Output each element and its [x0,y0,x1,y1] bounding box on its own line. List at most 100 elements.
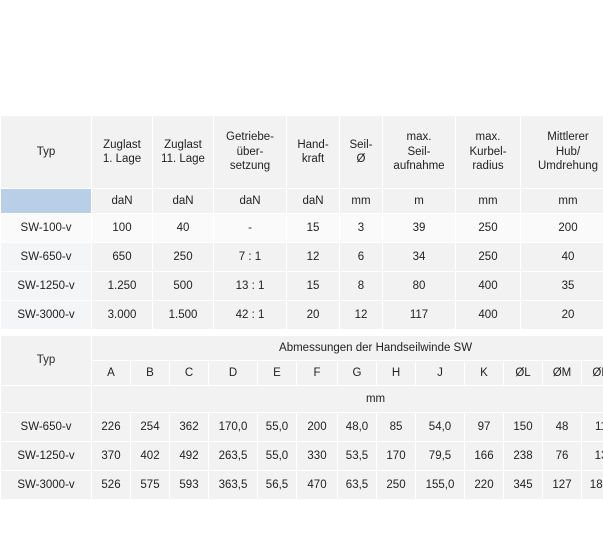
table1-cell-r0-c8: 200 [521,214,603,242]
table2-cell-r0-c6: 200 [297,413,337,441]
table1-cell-r2-c2: 500 [153,272,213,300]
table1-unit-cell-2: daN [153,189,213,213]
table2-cell-r0-c5: 55,0 [258,413,296,441]
table2-column-letter-K: K [465,361,503,385]
table2-unit-mm: mm [92,386,603,412]
table2-units-row: mm [1,386,603,412]
table2-column-letter-J: J [416,361,464,385]
table1-unit-cell-1: daN [92,189,152,213]
table2-title-row: Typ Abmessungen der Handseilwinde SW [1,336,603,385]
table1-unit-cell-6: m [383,189,455,213]
table1-cell-r3-c3: 42 : 1 [214,301,286,329]
table2-cell-r0-c9: 54,0 [416,413,464,441]
table1-unit-cell-0 [1,189,91,213]
table1-cell-r2-c1: 1.250 [92,272,152,300]
table1-cell-r3-c5: 12 [340,301,382,329]
table1-cell-r1-c4: 12 [287,243,339,271]
table2-cell-r1-c11: 238 [504,442,542,470]
table1-body: SW-100-v10040-153392502003SW-650-v650250… [1,214,603,329]
table2-cell-r1-c10: 166 [465,442,503,470]
table2-column-letter-dia-N: ØN [582,361,603,385]
table1-cell-r2-c3: 13 : 1 [214,272,286,300]
table-row: SW-1250-v 370 402 492 263,5 55,0 330 53,5 170 79,… [1,442,603,470]
table2-letters-row: ABCDEFGHJKØLØMØNO [1,361,603,385]
table2-column-letter-A: A [92,361,130,385]
table1-row-type: SW-1250-v [1,272,91,300]
table2-cell-r2-c9: 155,0 [416,471,464,499]
technical-data-table: Typ Zuglast 1. Lage Zuglast 11. Lage Getriebe… [0,115,603,330]
table1-header-cell-3: Getriebe-über-setzung [214,116,286,188]
table2-cell-r2-c12: 127 [543,471,581,499]
table2-cell-r2-c4: 363,5 [209,471,257,499]
table1-header-cell-2: Zuglast 11. Lage [153,116,213,188]
table1-cell-r2-c4: 15 [287,272,339,300]
table2-cell-r1-c5: 55,0 [258,442,296,470]
table1-unit-cell-4: daN [287,189,339,213]
table1-cell-r1-c1: 650 [92,243,152,271]
table1-unit-cell-5: mm [340,189,382,213]
table2-cell-r0-c4: 170,0 [209,413,257,441]
table2-cell-r2-c10: 220 [465,471,503,499]
table1-cell-r0-c2: 40 [153,214,213,242]
table2-column-letter-H: H [377,361,415,385]
table2-column-letter-dia-M: ØM [543,361,581,385]
table2-column-letter-dia-L: ØL [504,361,542,385]
table1-cell-r0-c3: - [214,214,286,242]
table1-unit-cell-3: daN [214,189,286,213]
table2-row-type: SW-1250-v [1,442,91,470]
table2-cell-r1-c2: 402 [131,442,169,470]
table2-cell-r1-c4: 263,5 [209,442,257,470]
table1-cell-r1-c3: 7 : 1 [214,243,286,271]
table2-title: Abmessungen der Handseilwinde SW [92,336,603,360]
table1-cell-r3-c4: 20 [287,301,339,329]
table-row: SW-3000-v 526 575 593 363,5 56,5 470 63,5 250 155… [1,471,603,499]
table1-header-row: Typ Zuglast 1. Lage Zuglast 11. Lage Getriebe… [1,116,603,188]
table2-row-type: SW-650-v [1,413,91,441]
table1-unit-cell-7: mm [456,189,520,213]
table1-cell-r2-c7: 400 [456,272,520,300]
table2-cell-r0-c8: 85 [377,413,415,441]
table2-cell-r1-c12: 76 [543,442,581,470]
table1-cell-r0-c7: 250 [456,214,520,242]
table1-cell-r1-c5: 6 [340,243,382,271]
table1-header-cell-0: Typ [1,116,91,188]
table2-cell-r2-c5: 56,5 [258,471,296,499]
table2-cell-r1-c8: 170 [377,442,415,470]
table2-column-letter-G: G [338,361,376,385]
table2-cell-r1-c7: 53,5 [338,442,376,470]
table1-header-cell-5: Seil- Ø [340,116,382,188]
table2-cell-r2-c8: 250 [377,471,415,499]
table-row: SW-650-v 226 254 362 170,0 55,0 200 48,0 85 54,0 9… [1,413,603,441]
table2-cell-r0-c7: 48,0 [338,413,376,441]
table2-body: SW-650-v 226 254 362 170,0 55,0 200 48,0 85 54,0 9… [1,413,603,499]
table1-header-cell-8: Mittlerer Hub/Umdrehung [521,116,603,188]
table1-cell-r3-c1: 3.000 [92,301,152,329]
table1-cell-r2-c8: 35 [521,272,603,300]
table1-cell-r2-c6: 80 [383,272,455,300]
table1-row-type: SW-650-v [1,243,91,271]
table2-unit-blank [1,386,91,412]
table2-column-letter-E: E [258,361,296,385]
table1-cell-r0-c6: 39 [383,214,455,242]
table2-column-letter-C: C [170,361,208,385]
table2-cell-r2-c3: 593 [170,471,208,499]
table2-typ-header: Typ [1,336,91,385]
table1-cell-r0-c1: 100 [92,214,152,242]
table1-cell-r1-c6: 34 [383,243,455,271]
table2-cell-r1-c9: 79,5 [416,442,464,470]
table2-cell-r1-c6: 330 [297,442,337,470]
table2-cell-r0-c12: 48 [543,413,581,441]
table1-units-row: daNdaNdaNdaNmmmmmmmkg [1,189,603,213]
table1-unit-cell-8: mm [521,189,603,213]
table2-cell-r0-c13: 11 [582,413,603,441]
table2-column-letter-D: D [209,361,257,385]
table2-cell-r1-c13: 13 [582,442,603,470]
table2-cell-r0-c10: 97 [465,413,503,441]
table2-row-type: SW-3000-v [1,471,91,499]
table1-cell-r0-c4: 15 [287,214,339,242]
